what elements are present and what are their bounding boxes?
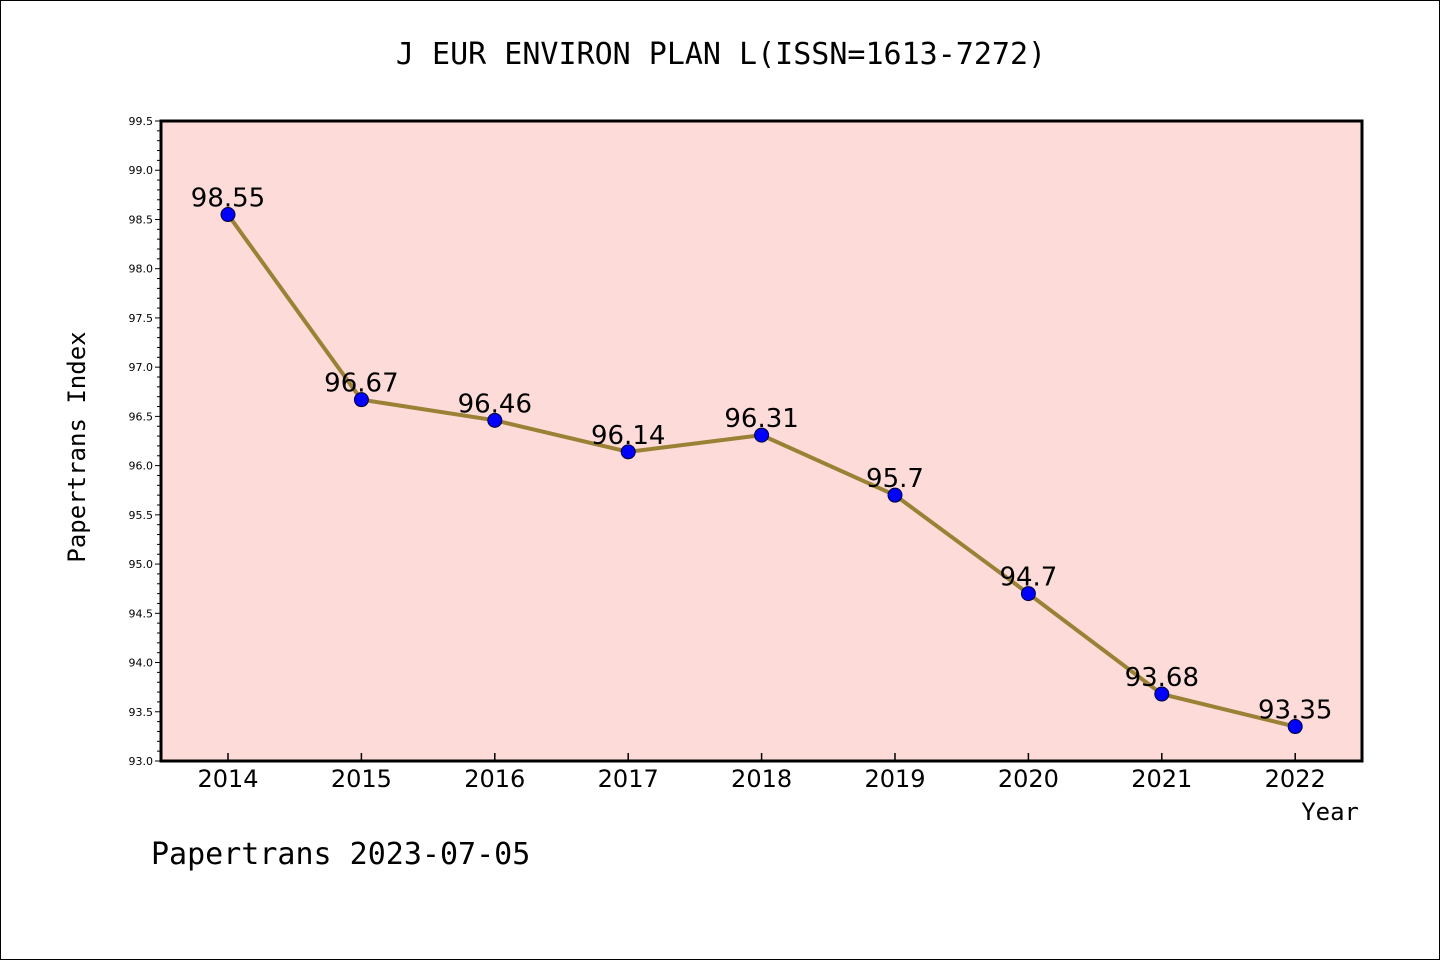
data-point	[754, 427, 770, 443]
data-point	[1020, 586, 1036, 602]
x-tick-label: 2015	[331, 765, 392, 793]
data-label: 98.55	[191, 184, 265, 214]
data-label: 93.68	[1125, 663, 1199, 693]
data-point	[1154, 686, 1170, 702]
data-point	[220, 207, 236, 223]
footer-caption: Papertrans 2023-07-05	[151, 837, 531, 872]
y-tick-label: 96.5	[129, 410, 154, 423]
y-tick-label: 95.5	[129, 509, 154, 522]
data-label: 94.7	[999, 563, 1057, 593]
data-label: 96.14	[591, 421, 665, 451]
y-tick-label: 94.0	[129, 657, 154, 670]
y-tick-label: 93.0	[129, 755, 154, 768]
data-labels: 98.55 96.67 96.46 96.14 96.31 95.7 94.7 93.68 93…	[191, 184, 1333, 726]
data-label: 96.46	[458, 389, 532, 419]
y-tick-label: 98.5	[129, 213, 154, 226]
data-label: 96.31	[724, 404, 798, 434]
y-tick-label: 99.5	[129, 115, 154, 128]
y-tick-label: 93.5	[129, 706, 154, 719]
data-label: 93.35	[1258, 696, 1332, 726]
y-tick-label: 97.5	[129, 312, 154, 325]
y-tick-label: 95.0	[129, 558, 154, 571]
x-tick-label: 2021	[1131, 765, 1192, 793]
y-tick-label: 97.0	[129, 361, 154, 374]
x-tick-label: 2014	[197, 765, 258, 793]
data-label: 95.7	[866, 464, 924, 494]
x-tick-label: 2020	[998, 765, 1059, 793]
x-tick-label: 2016	[464, 765, 525, 793]
data-point	[1287, 719, 1303, 735]
data-label: 96.67	[324, 369, 398, 399]
chart-title: J EUR ENVIRON PLAN L(ISSN=1613-7272)	[395, 37, 1047, 72]
x-axis-ticks: 2014 2015 2016 2017 2018 2019 2020 2021 2022	[197, 753, 1326, 793]
y-tick-label: 94.5	[129, 607, 154, 620]
x-tick-label: 2017	[598, 765, 659, 793]
data-point	[353, 392, 369, 408]
y-tick-label: 99.0	[129, 164, 154, 177]
data-point	[887, 487, 903, 503]
data-points	[220, 207, 1303, 735]
x-axis-label: Year	[1301, 798, 1359, 826]
x-tick-label: 2018	[731, 765, 792, 793]
data-point	[487, 412, 503, 428]
y-axis-ticks: 93.0 93.5 94.0 94.5 95.0 95.5 96.0 96.5 97.0 97.5…	[129, 115, 154, 768]
y-tick-label: 98.0	[129, 263, 154, 276]
x-tick-label: 2019	[864, 765, 925, 793]
y-tick-label: 96.0	[129, 460, 154, 473]
data-point	[620, 444, 636, 460]
x-tick-label: 2022	[1265, 765, 1326, 793]
plot-frame	[159, 119, 1364, 763]
